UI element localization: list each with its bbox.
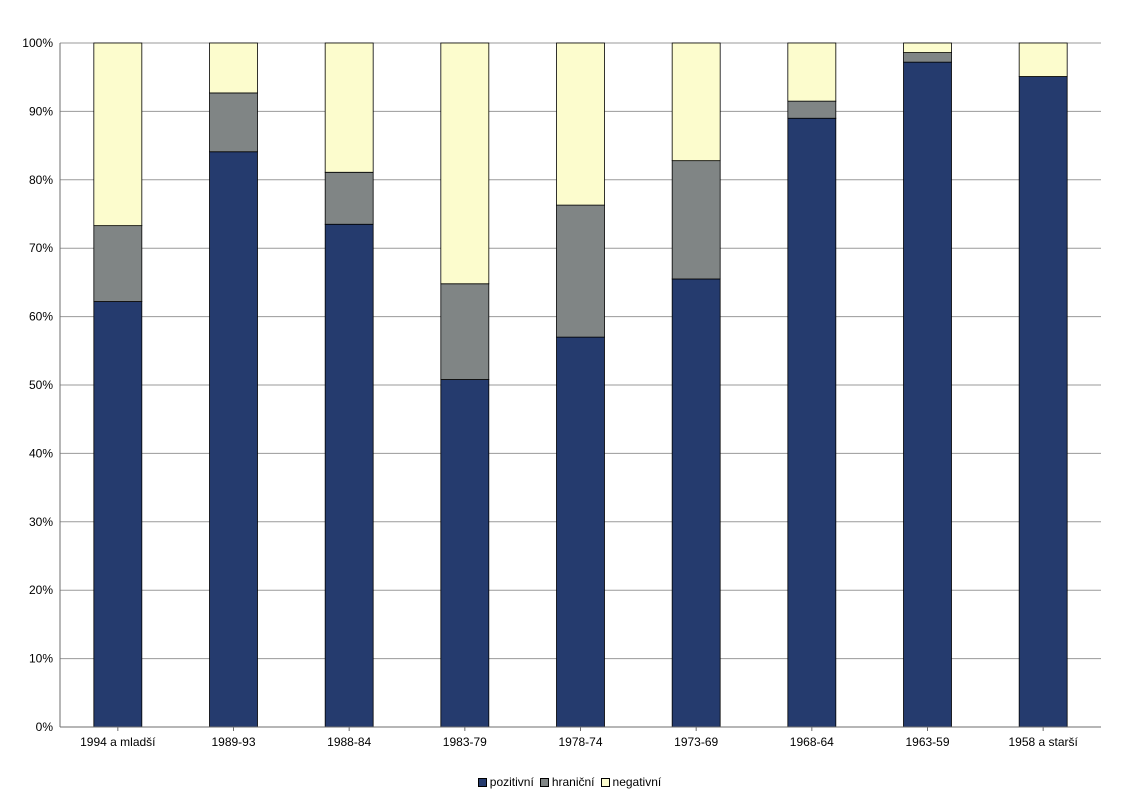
bar-segment — [1018, 42, 1068, 77]
bar-segment — [324, 42, 374, 173]
legend-item: hraniční — [539, 775, 595, 789]
bar-segment — [93, 42, 143, 227]
bars — [93, 42, 1068, 728]
y-tick-label: 80% — [29, 173, 53, 187]
bar-segment — [209, 151, 258, 728]
bar-segment — [440, 42, 490, 285]
bar-segment — [93, 301, 143, 728]
bar-segment — [671, 278, 721, 728]
bar-segment — [556, 204, 605, 338]
y-tick-label: 30% — [29, 515, 53, 529]
y-tick-label: 100% — [22, 36, 53, 50]
y-tick-label: 60% — [29, 310, 53, 324]
x-tick-label: 1973-69 — [674, 735, 718, 749]
legend: pozitivní hraniční negativní — [0, 775, 1139, 790]
legend-label: pozitivní — [489, 775, 534, 789]
y-tick-label: 40% — [29, 446, 53, 460]
x-tick-label: 1963-59 — [905, 735, 949, 749]
bar-segment — [903, 52, 952, 63]
legend-swatch — [600, 777, 610, 787]
x-tick-label: 1968-64 — [790, 735, 834, 749]
bar-segment — [556, 42, 605, 206]
bar-segment — [903, 42, 952, 53]
bar-segment — [671, 160, 721, 280]
x-tick-label: 1978-74 — [558, 735, 602, 749]
legend-swatch — [539, 777, 549, 787]
bar-segment — [787, 100, 837, 119]
bar-segment — [209, 92, 258, 153]
bar-segment — [324, 223, 374, 728]
bar-segment — [903, 61, 952, 728]
legend-item: pozitivní — [477, 775, 534, 789]
bar-segment — [671, 42, 721, 162]
y-tick-label: 20% — [29, 583, 53, 597]
x-tick-label: 1994 a mladší — [80, 735, 156, 749]
y-tick-label: 50% — [29, 378, 53, 392]
legend-label: hraniční — [551, 775, 595, 789]
bar-segment — [440, 379, 490, 728]
legend-label: negativní — [612, 775, 662, 789]
bar-segment — [209, 42, 258, 94]
bar-segment — [1018, 76, 1068, 728]
legend-item: negativní — [600, 775, 662, 789]
x-tick-label: 1958 a starší — [1008, 735, 1078, 749]
y-tick-label: 10% — [29, 652, 53, 666]
bar-segment — [787, 42, 837, 102]
y-tick-label: 0% — [36, 720, 54, 734]
x-tick-label: 1983-79 — [443, 735, 487, 749]
y-tick-label: 90% — [29, 104, 53, 118]
bar-segment — [556, 336, 605, 728]
x-tick-label: 1988-84 — [327, 735, 371, 749]
x-tick-label: 1989-93 — [211, 735, 255, 749]
bar-segment — [787, 117, 837, 728]
y-tick-label: 70% — [29, 241, 53, 255]
bar-segment — [440, 283, 490, 380]
axes: 0% 10% 20% 30% 40% 50% 60% 70% 80% 90% 100% 1994 a … — [22, 36, 1101, 749]
bar-segment — [93, 225, 143, 302]
legend-swatch — [477, 777, 487, 787]
bar-segment — [324, 171, 374, 225]
